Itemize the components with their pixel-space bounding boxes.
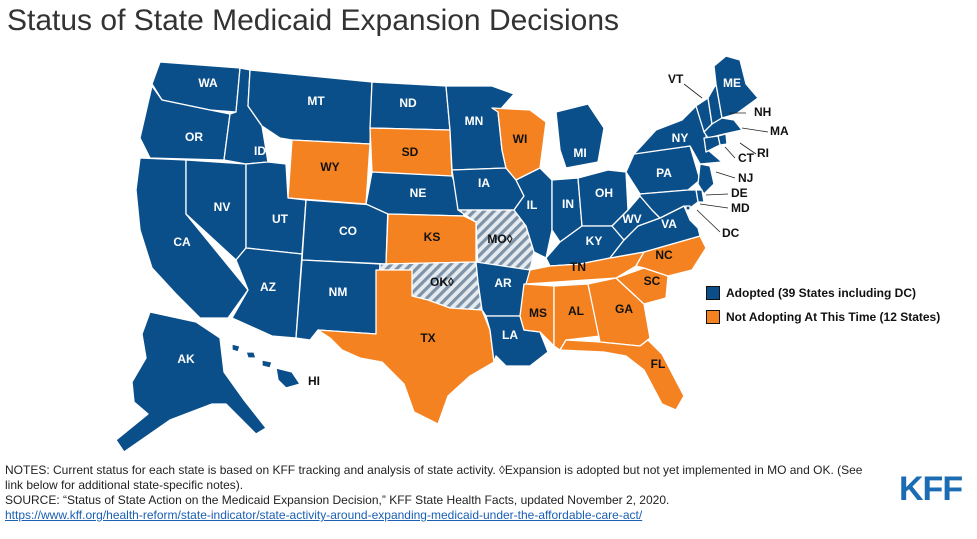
state-mi [555,103,605,169]
state-label-or: OR [185,130,203,144]
legend-item-not-adopting: Not Adopting At This Time (12 States) [706,310,940,324]
state-label-az: AZ [260,280,276,294]
state-label-sd: SD [402,145,419,159]
state-label-dc: DC [722,226,740,240]
legend-item-adopted: Adopted (39 States including DC) [706,286,940,300]
state-label-nm: NM [329,285,348,299]
state-label-oh: OH [595,186,613,200]
state-label-mo: MO◊ [487,232,512,246]
state-sc [615,267,669,305]
state-label-in: IN [562,197,574,211]
state-label-ut: UT [272,212,289,226]
state-label-wi: WI [513,132,528,146]
state-label-ga: GA [615,302,633,316]
state-tx [317,269,495,425]
state-label-va: VA [661,217,677,231]
state-label-mi: MI [573,146,586,160]
state-ak [115,311,267,453]
state-label-mt: MT [307,94,325,108]
state-ct [703,135,721,153]
source-text: SOURCE: “Status of State Action on the M… [5,493,670,507]
notes-block: NOTES: Current status for each state is … [5,463,865,523]
state-label-wv: WV [622,212,641,226]
state-label-ak: AK [177,352,195,366]
state-label-ar: AR [494,276,512,290]
state-nm [295,259,381,341]
legend-swatch-not-adopting [706,310,720,324]
notes-text: NOTES: Current status for each state is … [5,463,863,492]
legend-label-not-adopting: Not Adopting At This Time (12 States) [726,310,941,324]
state-label-tx: TX [420,331,435,345]
state-me [713,55,759,119]
state-label-ca: CA [173,235,191,249]
state-dc [685,205,691,211]
state-label-la: LA [502,328,518,342]
state-nj [697,163,715,195]
state-label-ok: OK◊ [430,275,454,289]
state-label-ct: CT [738,151,755,165]
source-link[interactable]: https://www.kff.org/health-reform/state-… [5,508,643,522]
state-fl [559,339,685,411]
state-label-ne: NE [410,186,427,200]
leader-lines [683,83,769,233]
state-label-il: IL [527,198,538,212]
state-label-ri: RI [757,146,769,160]
us-map: WA OR CA NV ID MT WY UT AZ CO NM ND SD NE KS OK◊ TX MN IA M… [115,55,789,453]
state-ks [385,213,477,265]
state-hi [231,343,301,389]
state-label-co: CO [339,224,357,238]
state-label-id: ID [254,144,266,158]
state-label-nj: NJ [738,171,753,185]
state-label-sc: SC [644,274,661,288]
state-label-wa: WA [198,76,218,90]
state-label-vt: VT [668,72,684,86]
legend-label-adopted: Adopted (39 States including DC) [726,286,917,300]
state-label-tn: TN [570,260,586,274]
state-label-pa: PA [656,166,672,180]
state-il [513,167,553,259]
state-label-md: MD [731,201,750,215]
state-label-me: ME [723,76,741,90]
state-label-ks: KS [424,230,441,244]
state-label-fl: FL [651,357,666,371]
state-label-nh: NH [754,105,771,119]
state-label-ma: MA [770,124,789,138]
state-label-ky: KY [586,234,603,248]
state-label-nc: NC [655,248,673,262]
state-label-nv: NV [214,200,231,214]
state-label-ny: NY [672,131,689,145]
state-label-ms: MS [529,306,547,320]
state-label-ia: IA [478,176,490,190]
state-label-wy: WY [320,160,339,174]
state-label-de: DE [731,186,748,200]
state-label-nd: ND [399,96,417,110]
legend-swatch-adopted [706,286,720,300]
state-label-al: AL [568,304,584,318]
state-label-hi: HI [308,374,320,388]
state-label-mn: MN [465,114,484,128]
legend: Adopted (39 States including DC) Not Ado… [706,286,940,334]
page-title: Status of State Medicaid Expansion Decis… [7,4,619,37]
kff-logo: KFF [899,470,963,508]
